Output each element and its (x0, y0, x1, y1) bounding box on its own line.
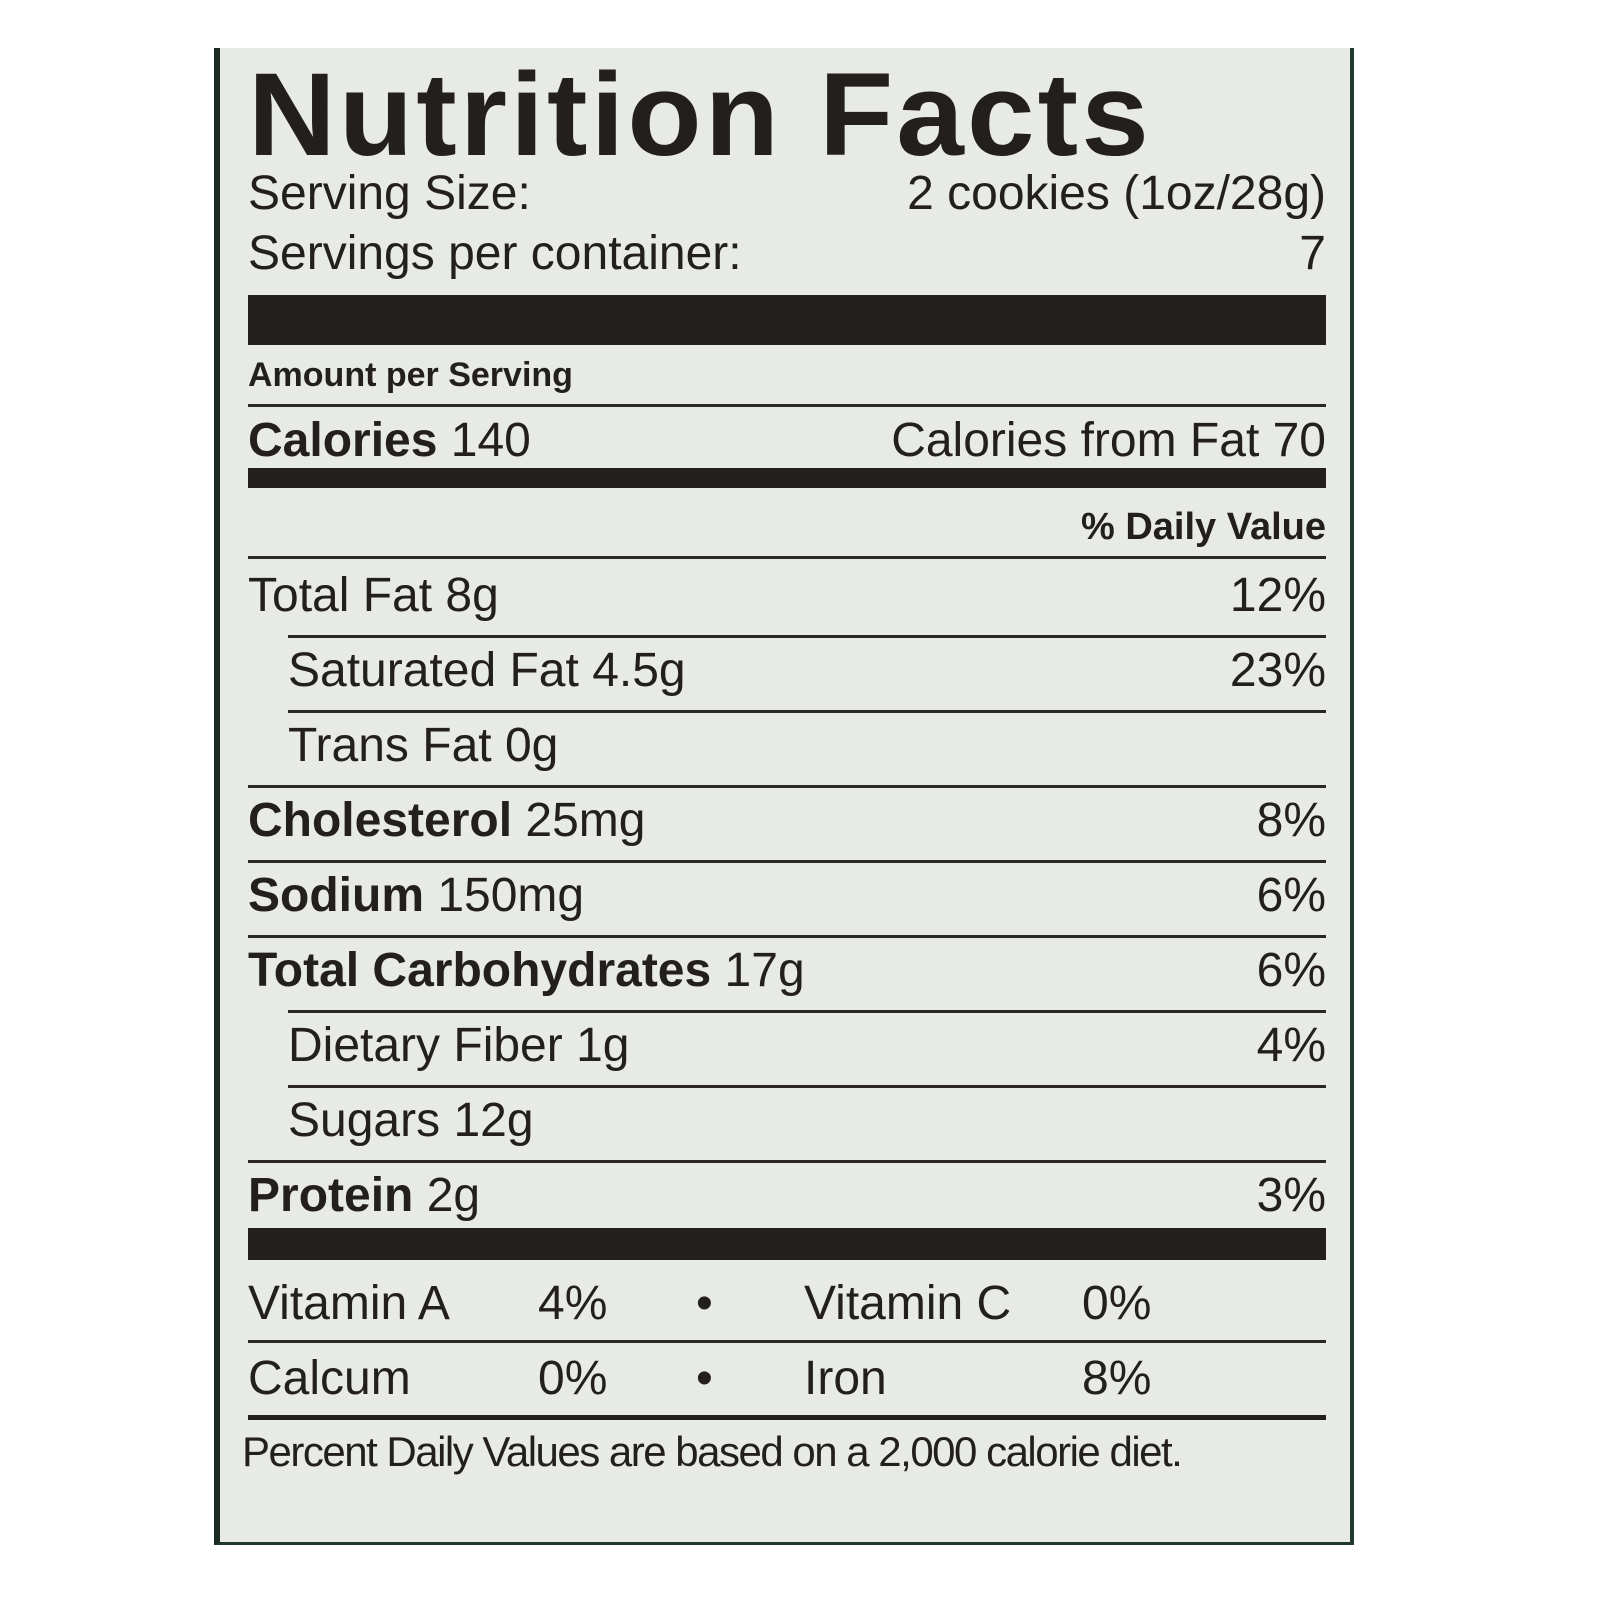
calcium-dv: 0% (538, 1352, 608, 1405)
nutrient-amount: 17g (724, 944, 805, 997)
nutrient-label: Trans Fat (288, 719, 492, 772)
servings-value: 7 (1299, 227, 1326, 280)
nutrient-daily-value: 6% (1256, 869, 1326, 922)
calories-row: Calories 140 Calories from Fat 70 (248, 413, 1326, 468)
calcium-label: Calcum (248, 1352, 411, 1405)
divider (248, 1340, 1326, 1343)
nutrient-amount: 1g (576, 1019, 630, 1072)
nutrient-daily-value: 4% (1256, 1019, 1326, 1072)
nutrient-name: Total Carbohydrates 17g (248, 943, 805, 998)
divider (248, 860, 1326, 863)
nutrient-row: Dietary Fiber 1g 4% (248, 1018, 1326, 1073)
nutrient-name: Trans Fat 0g (288, 718, 558, 773)
daily-value-header-text: % Daily Value (1080, 506, 1326, 548)
nutrient-label: Total Carbohydrates (248, 944, 712, 997)
nutrient-row: Protein 2g 3% (248, 1168, 1326, 1223)
vitamin-a-label: Vitamin A (248, 1277, 450, 1330)
nutrient-label: Saturated Fat (288, 644, 579, 697)
calories-from-fat: Calories from Fat 70 (891, 414, 1326, 467)
iron-label: Iron (804, 1352, 887, 1405)
bullet-separator: • (696, 1352, 713, 1405)
nutrient-label: Total Fat (248, 569, 433, 622)
iron-dv: 8% (1082, 1352, 1152, 1405)
bullet-separator: • (696, 1277, 713, 1330)
nutrient-amount: 4.5g (592, 644, 686, 697)
divider (248, 404, 1326, 407)
nutrient-row: Sodium 150mg 6% (248, 868, 1326, 923)
serving-size-row: Serving Size: 2 cookies (1oz/28g) (248, 166, 1326, 221)
nutrition-facts-label: Nutrition Facts Serving Size: 2 cookies … (214, 48, 1354, 1545)
vitamin-c-label: Vitamin C (804, 1277, 1012, 1330)
nutrient-name: Total Fat 8g (248, 568, 499, 623)
nutrient-daily-value: 23% (1229, 644, 1326, 697)
divider (248, 1160, 1326, 1163)
serving-size-value: 2 cookies (1oz/28g) (907, 167, 1326, 220)
nutrient-amount: 0g (504, 719, 559, 772)
nutrient-daily-value: 12% (1229, 569, 1326, 622)
nutrient-row: Cholesterol 25mg 8% (248, 793, 1326, 848)
daily-value-header: % Daily Value (248, 506, 1326, 549)
vitamin-a-dv: 4% (538, 1277, 608, 1330)
divider (248, 935, 1326, 938)
amount-per-serving: Amount per Serving (248, 356, 1326, 395)
divider (248, 556, 1326, 559)
nutrient-label: Dietary Fiber (288, 1019, 563, 1072)
nutrient-label: Sugars (288, 1094, 441, 1147)
thick-divider (248, 1228, 1326, 1260)
servings-label: Servings per container: (248, 227, 742, 280)
divider (288, 1010, 1326, 1013)
nutrient-row: Trans Fat 0g (248, 718, 1326, 773)
nutrient-amount: 2g (426, 1169, 481, 1222)
calories-value: 140 (450, 414, 531, 467)
divider (288, 1085, 1326, 1088)
divider (288, 635, 1326, 638)
nutrient-amount: 8g (445, 569, 499, 622)
footnote: Percent Daily Values are based on a 2,00… (242, 1428, 1183, 1475)
nutrient-row: Total Fat 8g 12% (248, 568, 1326, 623)
nutrient-amount: 12g (453, 1094, 534, 1147)
vitamin-c-dv: 0% (1082, 1277, 1152, 1330)
medium-divider (248, 468, 1326, 488)
divider (288, 710, 1326, 713)
label-title: Nutrition Facts (248, 49, 1152, 181)
nutrient-amount: 25mg (525, 794, 646, 847)
nutrient-name: Sugars 12g (288, 1093, 534, 1148)
nutrient-name: Saturated Fat 4.5g (288, 643, 686, 698)
nutrient-amount: 150mg (437, 869, 585, 922)
nutrient-name: Cholesterol 25mg (248, 793, 645, 848)
thick-divider (248, 295, 1326, 345)
nutrient-label: Sodium (248, 869, 424, 922)
nutrient-daily-value: 3% (1256, 1169, 1326, 1222)
amount-per-serving-text: Amount per Serving (248, 356, 573, 394)
nutrient-name: Protein 2g (248, 1168, 480, 1223)
divider (248, 1415, 1326, 1420)
nutrient-row: Total Carbohydrates 17g 6% (248, 943, 1326, 998)
divider (248, 785, 1326, 788)
serving-size-label: Serving Size: (248, 167, 531, 220)
nutrient-label: Cholesterol (248, 794, 513, 847)
nutrient-name: Dietary Fiber 1g (288, 1018, 629, 1073)
nutrient-daily-value: 8% (1256, 794, 1326, 847)
nutrient-name: Sodium 150mg (248, 868, 584, 923)
calories-label: Calories (248, 414, 438, 467)
servings-per-container-row: Servings per container: 7 (248, 226, 1326, 281)
nutrient-label: Protein (248, 1169, 414, 1222)
nutrient-row: Saturated Fat 4.5g 23% (248, 643, 1326, 698)
nutrient-row: Sugars 12g (248, 1093, 1326, 1148)
nutrient-daily-value: 6% (1256, 944, 1326, 997)
